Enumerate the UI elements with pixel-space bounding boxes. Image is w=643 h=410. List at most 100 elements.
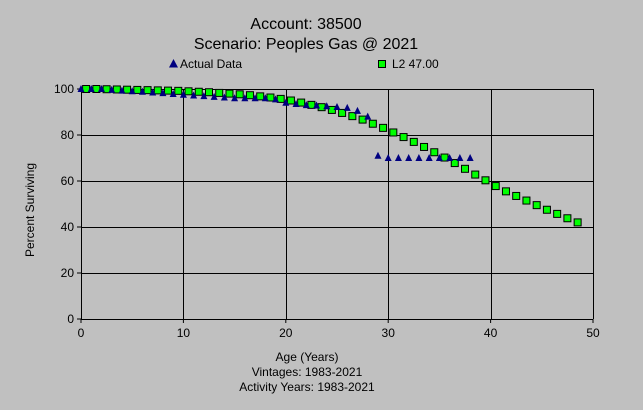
fitted-point <box>297 98 306 107</box>
actual-point <box>323 102 331 110</box>
fitted-point <box>143 86 152 95</box>
fitted-point <box>532 201 541 210</box>
y-axis-label: Percent Surviving <box>23 163 37 257</box>
fitted-point <box>389 128 398 137</box>
actual-point <box>190 91 198 99</box>
actual-point <box>282 98 290 106</box>
actual-point <box>97 85 105 92</box>
actual-point <box>456 154 464 161</box>
y-tick-label: 60 <box>61 174 75 188</box>
fitted-point <box>512 191 521 200</box>
x-tick-label: 50 <box>586 326 600 340</box>
actual-point <box>138 87 146 95</box>
actual-point <box>210 92 218 100</box>
fitted-point <box>379 123 388 132</box>
fitted-point <box>573 218 582 227</box>
actual-point <box>241 94 249 102</box>
fitted-point <box>348 112 357 121</box>
actual-point <box>128 87 136 95</box>
y-tick-label: 20 <box>61 266 75 280</box>
fitted-point <box>368 119 377 128</box>
fitted-point <box>450 159 459 168</box>
actual-point <box>446 154 454 161</box>
actual-point <box>435 154 443 161</box>
x-axis-ticks: 0 10 20 30 40 50 <box>78 319 600 340</box>
actual-point <box>394 154 402 161</box>
chart-subtitle: Scenario: Peoples Gas @ 2021 <box>194 36 418 53</box>
actual-point <box>302 101 310 109</box>
fitted-point <box>215 88 224 97</box>
y-tick-label: 40 <box>61 220 75 234</box>
actual-series <box>77 85 474 161</box>
legend-square-marker <box>378 60 386 68</box>
y-axis-ticks: 0 20 40 60 80 100 <box>54 82 81 326</box>
actual-point <box>261 94 269 102</box>
actual-point <box>200 92 208 100</box>
actual-point <box>333 102 341 110</box>
fitted-point <box>461 164 469 173</box>
x-tick-label: 0 <box>78 326 85 340</box>
fitted-point <box>491 182 500 191</box>
actual-point <box>251 94 259 102</box>
actual-point <box>179 90 187 98</box>
x-tick-label: 20 <box>279 326 293 340</box>
fitted-point <box>409 137 418 146</box>
legend-fitted-label: L2 47.00 <box>392 57 439 71</box>
fitted-point <box>286 96 295 105</box>
actual-point <box>220 93 228 101</box>
fitted-point <box>399 133 408 142</box>
x-tick-label: 10 <box>177 326 191 340</box>
activity-years-label: Activity Years: 1983-2021 <box>239 380 375 394</box>
plot-grid <box>81 89 594 320</box>
fitted-series <box>82 85 582 227</box>
actual-point <box>343 103 351 111</box>
actual-point <box>272 95 280 103</box>
fitted-point <box>153 86 162 95</box>
fitted-point <box>522 196 531 205</box>
fitted-point <box>542 205 551 214</box>
actual-point <box>231 94 239 102</box>
x-axis-label: Age (Years) <box>276 350 339 364</box>
actual-point <box>149 88 157 96</box>
actual-point <box>313 101 321 109</box>
legend: Actual Data L2 47.00 <box>169 57 439 71</box>
fitted-point <box>338 108 347 117</box>
actual-point <box>169 90 177 98</box>
actual-point <box>466 154 474 161</box>
actual-point <box>159 89 167 97</box>
actual-point <box>374 151 382 159</box>
fitted-point <box>563 214 572 223</box>
fitted-point <box>225 89 234 98</box>
actual-point <box>364 112 372 120</box>
fitted-point <box>420 142 429 151</box>
actual-point <box>384 154 392 161</box>
fitted-point <box>256 92 265 101</box>
fitted-point <box>164 86 173 95</box>
fitted-point <box>481 176 490 185</box>
chart-title: Account: 38500 <box>250 16 361 33</box>
actual-point <box>292 99 300 107</box>
actual-point <box>118 86 126 94</box>
vintages-label: Vintages: 1983-2021 <box>252 365 363 379</box>
fitted-point <box>194 87 203 96</box>
legend-triangle-marker <box>169 59 178 68</box>
actual-point <box>77 85 85 92</box>
fitted-point <box>553 209 562 218</box>
actual-point <box>353 106 361 114</box>
fitted-point <box>501 187 510 196</box>
actual-point <box>108 85 116 93</box>
actual-point <box>87 85 95 92</box>
actual-point <box>415 154 423 161</box>
fitted-point <box>235 90 244 99</box>
actual-point <box>405 154 413 161</box>
fitted-point <box>430 148 439 157</box>
fitted-point <box>184 87 193 96</box>
y-tick-label: 100 <box>54 82 74 96</box>
x-tick-label: 40 <box>484 326 498 340</box>
x-tick-label: 30 <box>382 326 396 340</box>
legend-actual-label: Actual Data <box>180 57 242 71</box>
fitted-point <box>123 85 132 94</box>
